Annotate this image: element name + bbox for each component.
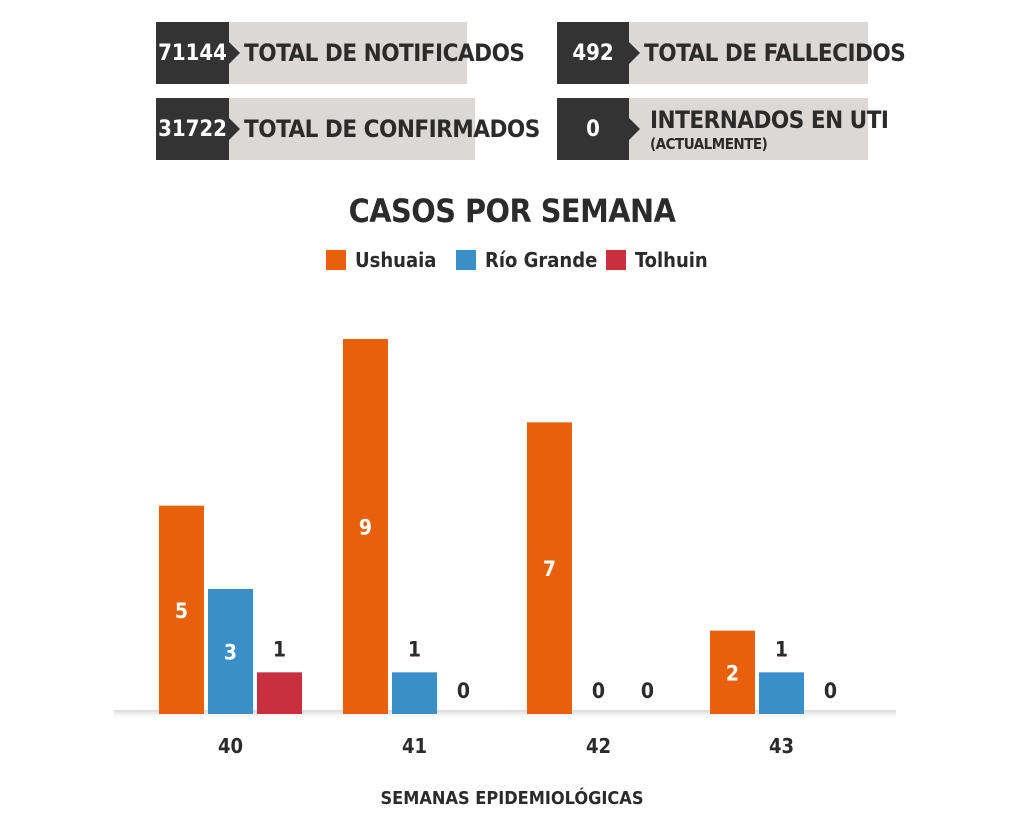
bar-ushuaia-43 [710, 630, 755, 714]
bar-label-ushuaia-41: 9 [359, 516, 372, 540]
stat-card-internados: 0 INTERNADOS EN UTI (ACTUALMENTE) [557, 98, 889, 160]
x-tick-group: 40 41 42 43 [218, 734, 794, 758]
x-tick-label-42: 42 [586, 734, 611, 758]
x-tick-label-43: 43 [769, 734, 794, 758]
stat-label-notificados-text: TOTAL DE NOTIFICADOS [244, 39, 525, 67]
stat-value-confirmados: 31722 [156, 98, 229, 160]
bar-label-rio-grande-41: 1 [408, 637, 421, 661]
stat-label-notificados: TOTAL DE NOTIFICADOS [244, 22, 525, 84]
stat-sublabel-internados: (ACTUALMENTE) [650, 134, 768, 153]
bar-ushuaia-42 [527, 422, 572, 714]
stat-card-confirmados: 31722 TOTAL DE CONFIRMADOS [156, 98, 540, 160]
bar-label-tolhuin-42: 0 [641, 679, 654, 703]
stat-card-fallecidos: 492 TOTAL DE FALLECIDOS [557, 22, 906, 84]
chart-title: CASOS POR SEMANA [348, 192, 676, 230]
bar-ushuaia-40 [159, 505, 204, 714]
bar-label-rio-grande-40: 3 [224, 641, 237, 665]
legend-swatch-rio-grande [456, 250, 476, 270]
legend-swatch-ushuaia [326, 250, 346, 270]
stat-value-notificados: 71144 [156, 22, 229, 84]
legend-swatch-tolhuin [606, 250, 626, 270]
x-axis-label: SEMANAS EPIDEMIOLÓGICAS [380, 788, 644, 809]
bar-ushuaia-41 [343, 339, 388, 714]
bar-label-tolhuin-41: 0 [457, 679, 470, 703]
bar-label-ushuaia-42: 7 [543, 557, 556, 581]
legend-item-rio-grande: Río Grande [456, 248, 597, 272]
stat-label-confirmados: TOTAL DE CONFIRMADOS [244, 98, 540, 160]
stat-label-fallecidos: TOTAL DE FALLECIDOS [644, 22, 906, 84]
stat-value-internados: 0 [557, 98, 629, 160]
stat-label-internados: INTERNADOS EN UTI (ACTUALMENTE) [650, 98, 889, 160]
bar-rio-grande-41 [392, 672, 437, 714]
bar-label-rio-grande-42: 0 [592, 679, 605, 703]
stat-label-confirmados-text: TOTAL DE CONFIRMADOS [244, 115, 540, 143]
stat-label-internados-text: INTERNADOS EN UTI [650, 105, 889, 134]
bar-rio-grande-40 [208, 589, 253, 714]
bar-group: 5 3 1 9 1 0 7 0 0 2 1 0 [159, 339, 837, 714]
legend-item-tolhuin: Tolhuin [606, 248, 708, 272]
bar-label-ushuaia-40: 5 [175, 599, 188, 623]
legend-item-ushuaia: Ushuaia [326, 248, 436, 272]
bar-label-ushuaia-43: 2 [726, 661, 739, 685]
legend-label-ushuaia: Ushuaia [355, 248, 437, 272]
bar-tolhuin-40 [257, 672, 302, 714]
legend-label-tolhuin: Tolhuin [635, 248, 708, 272]
x-tick-label-40: 40 [218, 734, 243, 758]
bar-label-tolhuin-43: 0 [824, 679, 837, 703]
bar-label-rio-grande-43: 1 [775, 637, 788, 661]
chart-legend: Ushuaia Río Grande Tolhuin [0, 248, 1024, 274]
bar-rio-grande-43 [759, 672, 804, 714]
stat-value-fallecidos: 492 [557, 22, 629, 84]
legend-label-rio-grande: Río Grande [485, 248, 598, 272]
stat-label-fallecidos-text: TOTAL DE FALLECIDOS [644, 39, 906, 67]
stat-card-notificados: 71144 TOTAL DE NOTIFICADOS [156, 22, 525, 84]
x-tick-label-41: 41 [402, 734, 427, 758]
bar-label-tolhuin-40: 1 [273, 637, 286, 661]
chart-baseline-shadow [114, 710, 896, 720]
